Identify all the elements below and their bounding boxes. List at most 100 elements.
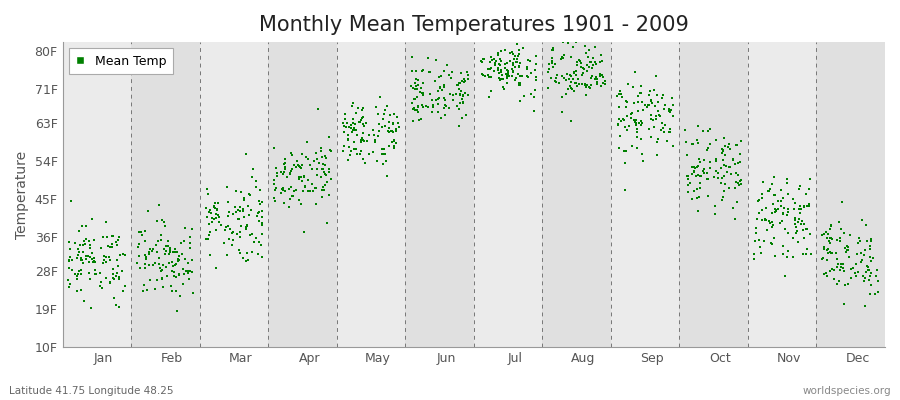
Point — [512, 64, 526, 70]
Point — [562, 72, 577, 78]
Point — [500, 74, 515, 81]
Point — [482, 74, 497, 81]
Point — [452, 80, 466, 86]
Point — [549, 74, 563, 81]
Point — [793, 182, 807, 189]
Point — [859, 222, 873, 228]
Point — [391, 114, 405, 121]
Point — [493, 66, 508, 73]
Point — [816, 255, 831, 261]
Point — [830, 237, 844, 244]
Point — [202, 236, 216, 242]
Point — [662, 106, 676, 112]
Point — [150, 238, 165, 244]
Point — [346, 116, 361, 123]
Point — [111, 236, 125, 243]
Point — [598, 78, 612, 84]
Point — [756, 178, 770, 185]
Point — [798, 190, 813, 197]
Point — [292, 174, 306, 180]
Point — [776, 210, 790, 217]
Point — [820, 273, 834, 280]
Point — [848, 270, 862, 276]
Point — [852, 238, 867, 244]
Point — [116, 250, 130, 257]
Point — [584, 82, 598, 88]
Point — [827, 267, 842, 273]
Point — [245, 173, 259, 180]
Point — [630, 145, 644, 151]
Point — [455, 92, 470, 99]
Point — [585, 73, 599, 79]
Point — [797, 221, 812, 227]
Point — [616, 148, 631, 154]
Point — [596, 74, 610, 80]
Point — [640, 104, 654, 110]
Point — [613, 132, 627, 139]
Point — [505, 72, 519, 79]
Point — [103, 279, 117, 286]
Point — [318, 182, 332, 188]
Point — [411, 82, 426, 89]
Point — [167, 249, 182, 255]
Point — [321, 166, 336, 172]
Point — [202, 208, 216, 215]
Point — [683, 180, 698, 187]
Point — [864, 258, 878, 264]
Point — [406, 118, 420, 124]
Point — [430, 95, 445, 102]
Point — [238, 151, 253, 158]
Point — [666, 113, 680, 119]
Point — [166, 258, 180, 265]
Point — [663, 107, 678, 114]
Point — [297, 172, 311, 179]
Point — [293, 164, 308, 170]
Point — [375, 116, 390, 122]
Point — [858, 247, 872, 254]
Point — [301, 156, 315, 162]
Point — [65, 267, 79, 273]
Point — [501, 70, 516, 76]
Point — [314, 194, 328, 200]
Point — [240, 222, 255, 228]
Point — [316, 184, 330, 191]
Point — [500, 70, 515, 77]
Point — [832, 219, 846, 225]
Point — [541, 69, 555, 75]
Point — [243, 192, 257, 198]
Point — [860, 263, 874, 269]
Point — [491, 52, 506, 58]
Point — [824, 222, 839, 229]
Point — [520, 73, 535, 79]
Point — [211, 199, 225, 206]
Point — [453, 92, 467, 98]
Point — [614, 118, 628, 124]
Point — [202, 231, 216, 238]
Point — [430, 88, 445, 94]
Point — [200, 186, 214, 192]
Point — [717, 152, 732, 158]
Point — [778, 226, 792, 232]
Bar — [816, 42, 885, 347]
Point — [408, 107, 422, 113]
Point — [157, 284, 171, 290]
Point — [836, 267, 850, 274]
Point — [392, 124, 406, 130]
Point — [163, 245, 177, 251]
Point — [359, 138, 374, 144]
Point — [507, 56, 521, 62]
Point — [225, 242, 239, 248]
Point — [416, 90, 430, 96]
Point — [614, 90, 628, 97]
Point — [104, 233, 119, 239]
Point — [849, 260, 863, 267]
Point — [255, 231, 269, 237]
Point — [832, 235, 847, 241]
Point — [176, 271, 191, 277]
Point — [71, 246, 86, 252]
Point — [286, 162, 301, 168]
Point — [444, 74, 458, 81]
Point — [170, 249, 184, 255]
Point — [483, 54, 498, 60]
Point — [498, 47, 512, 53]
